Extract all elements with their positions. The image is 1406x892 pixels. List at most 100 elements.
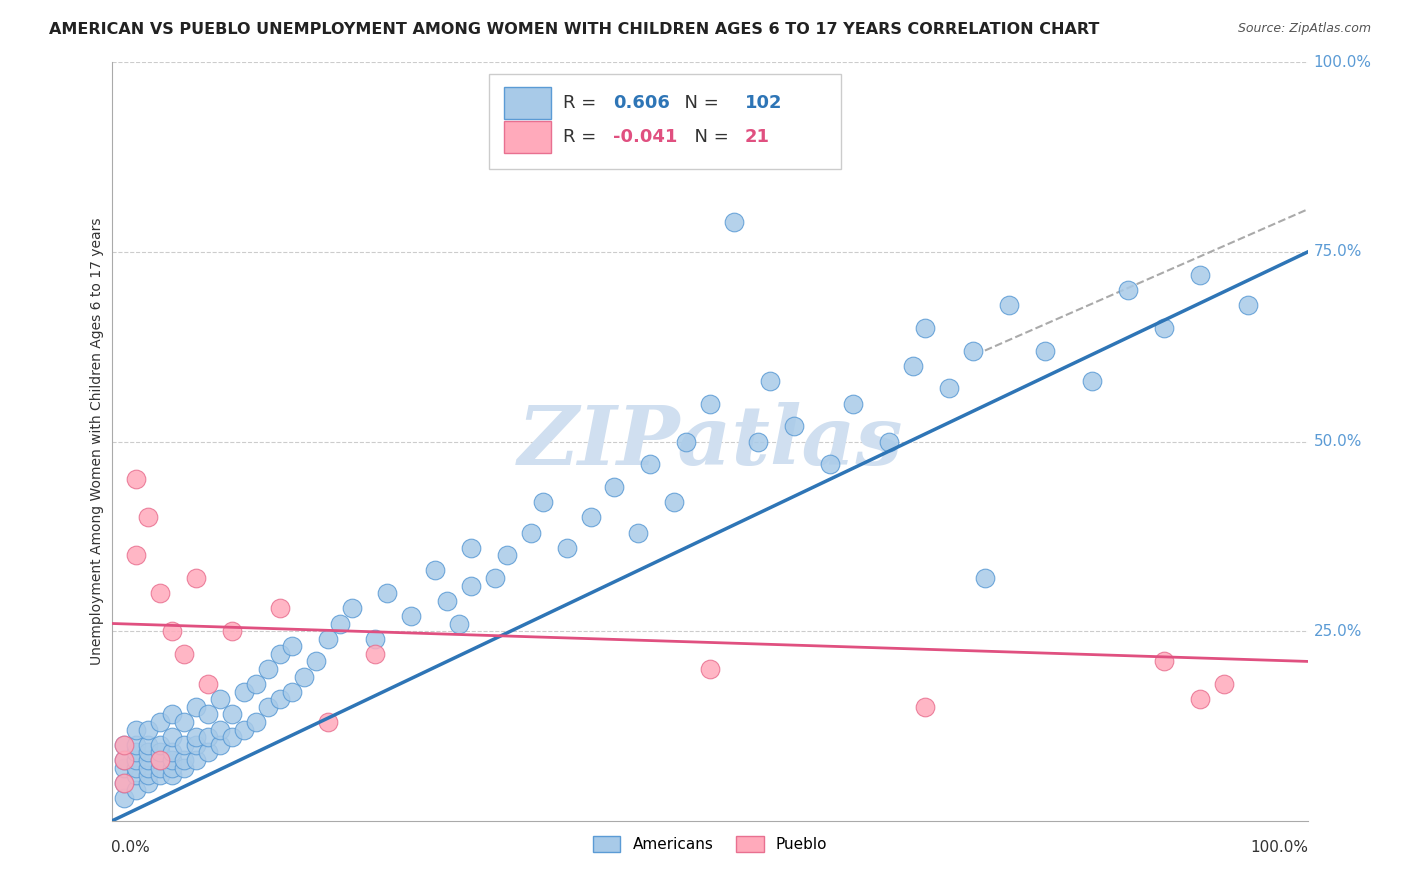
Point xyxy=(879,434,901,449)
Text: 100.0%: 100.0% xyxy=(1251,839,1309,855)
Point xyxy=(340,601,363,615)
Point xyxy=(903,359,925,373)
Point xyxy=(699,396,721,410)
Text: 0.606: 0.606 xyxy=(613,94,671,112)
Point xyxy=(149,586,172,600)
Text: R =: R = xyxy=(562,128,602,145)
Point xyxy=(484,571,506,585)
Point xyxy=(186,699,208,714)
Point xyxy=(998,298,1021,312)
Point xyxy=(162,746,183,760)
Point xyxy=(447,616,470,631)
Point xyxy=(675,434,697,449)
Point xyxy=(425,564,447,578)
Text: R =: R = xyxy=(562,94,602,112)
Point xyxy=(460,541,482,555)
Point xyxy=(149,768,172,782)
Point xyxy=(114,753,135,767)
Point xyxy=(233,685,256,699)
Point xyxy=(138,723,160,737)
Point xyxy=(329,616,352,631)
Point xyxy=(603,480,626,494)
Point xyxy=(914,699,936,714)
Point xyxy=(125,548,148,563)
Point xyxy=(436,594,458,608)
Point xyxy=(209,692,232,706)
Point xyxy=(292,669,315,683)
Point xyxy=(1153,320,1175,334)
Point xyxy=(186,738,208,752)
Point xyxy=(138,776,160,790)
Point xyxy=(114,760,135,774)
Point xyxy=(125,783,148,797)
Point xyxy=(149,753,172,767)
Point xyxy=(209,738,232,752)
Point xyxy=(520,525,543,540)
FancyBboxPatch shape xyxy=(489,74,842,169)
Point xyxy=(125,746,148,760)
Point xyxy=(125,760,148,774)
Text: 100.0%: 100.0% xyxy=(1313,55,1372,70)
Point xyxy=(149,746,172,760)
Point xyxy=(125,723,148,737)
Legend: Americans, Pueblo: Americans, Pueblo xyxy=(586,830,834,858)
Point xyxy=(974,571,997,585)
Point xyxy=(173,647,195,661)
Point xyxy=(138,746,160,760)
Text: ZIPatlas: ZIPatlas xyxy=(517,401,903,482)
Point xyxy=(1189,692,1212,706)
Point xyxy=(257,662,280,676)
Point xyxy=(114,738,135,752)
Point xyxy=(269,601,291,615)
Point xyxy=(125,738,148,752)
Point xyxy=(162,768,183,782)
Point xyxy=(138,753,160,767)
Point xyxy=(305,655,328,669)
Text: Source: ZipAtlas.com: Source: ZipAtlas.com xyxy=(1237,22,1371,36)
Point xyxy=(914,320,936,334)
Point xyxy=(699,662,721,676)
Point xyxy=(138,768,160,782)
Point xyxy=(316,715,339,730)
Point xyxy=(233,723,256,737)
Point xyxy=(197,730,219,744)
Text: 75.0%: 75.0% xyxy=(1313,244,1362,260)
Text: 102: 102 xyxy=(745,94,782,112)
Point xyxy=(364,647,387,661)
Point xyxy=(162,624,183,639)
Point xyxy=(197,746,219,760)
Point xyxy=(125,768,148,782)
Text: N =: N = xyxy=(682,128,734,145)
Point xyxy=(281,639,304,653)
Point xyxy=(186,571,208,585)
Text: N =: N = xyxy=(673,94,724,112)
Text: 21: 21 xyxy=(745,128,769,145)
Point xyxy=(125,753,148,767)
Point xyxy=(281,685,304,699)
Point xyxy=(162,707,183,722)
Point xyxy=(640,458,662,472)
Point xyxy=(221,624,243,639)
Point xyxy=(209,723,232,737)
Point xyxy=(377,586,399,600)
Point xyxy=(747,434,769,449)
Text: -0.041: -0.041 xyxy=(613,128,678,145)
Point xyxy=(818,458,841,472)
Point xyxy=(759,374,782,388)
Point xyxy=(1189,268,1212,282)
Point xyxy=(138,760,160,774)
Point xyxy=(269,692,291,706)
Point xyxy=(1118,283,1140,297)
Point xyxy=(186,730,208,744)
Point xyxy=(114,776,135,790)
Point xyxy=(138,738,160,752)
Point xyxy=(114,776,135,790)
Point xyxy=(173,760,195,774)
Point xyxy=(149,753,172,767)
Point xyxy=(496,548,519,563)
Point xyxy=(579,510,602,524)
Point xyxy=(221,707,243,722)
Text: 50.0%: 50.0% xyxy=(1313,434,1362,449)
Point xyxy=(149,715,172,730)
Point xyxy=(531,495,554,509)
